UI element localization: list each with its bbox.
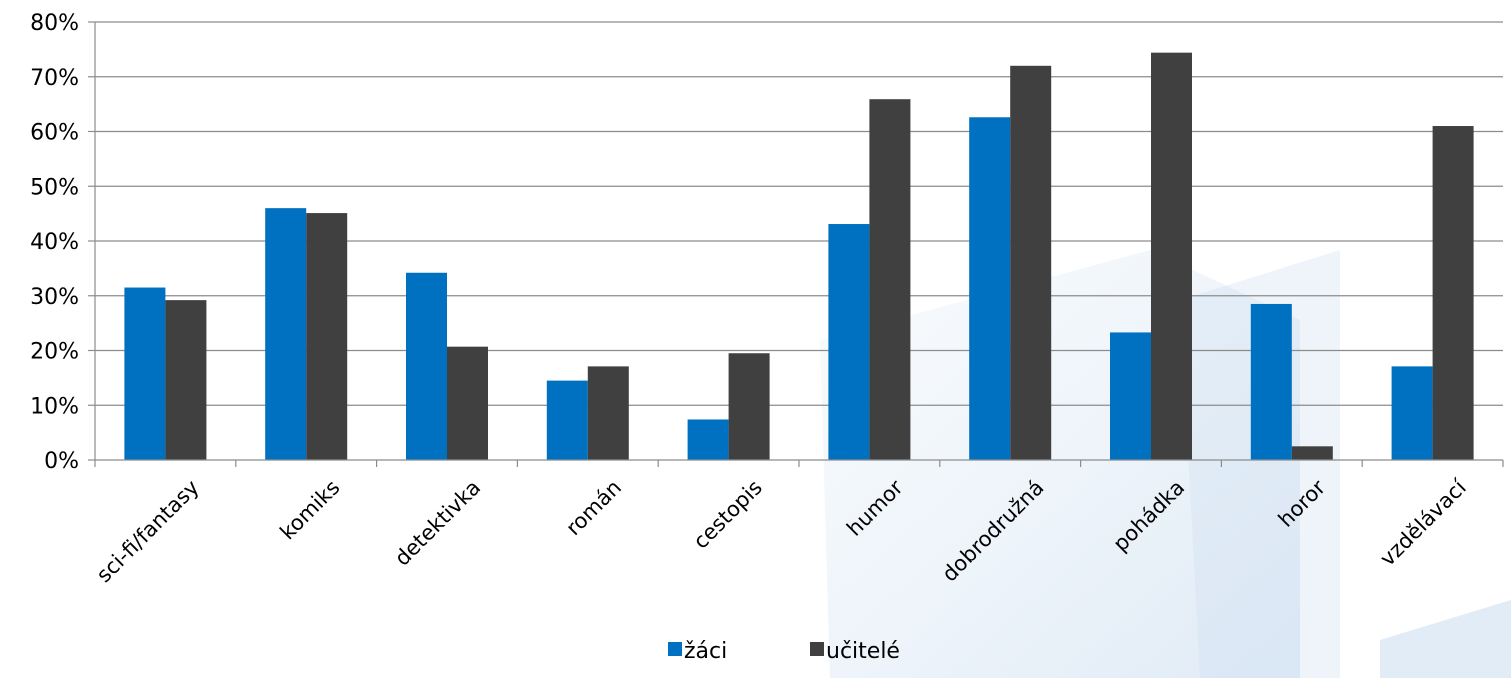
y-tick-label: 40% bbox=[30, 230, 79, 255]
legend-label: žáci bbox=[684, 639, 727, 664]
bar-zaci bbox=[124, 287, 166, 460]
bar-ucitele bbox=[728, 353, 770, 460]
legend-label: učitelé bbox=[826, 639, 900, 664]
x-category-label: sci-fi/fantasy bbox=[92, 475, 204, 587]
bar-ucitele bbox=[1010, 65, 1052, 461]
bar-zaci bbox=[265, 208, 307, 460]
y-tick-label: 70% bbox=[30, 66, 79, 91]
x-category-label: komiks bbox=[275, 475, 344, 544]
axes bbox=[88, 21, 1504, 467]
y-tick-label: 10% bbox=[30, 394, 79, 419]
x-category-label: detektivka bbox=[390, 475, 485, 570]
bar-zaci bbox=[687, 419, 729, 460]
y-tick-label: 60% bbox=[30, 121, 79, 146]
bar-zaci bbox=[1391, 366, 1433, 460]
bar-zaci bbox=[406, 272, 447, 460]
x-category-label: román bbox=[561, 475, 626, 540]
bar-zaci bbox=[1110, 332, 1151, 460]
x-category-label: cestopis bbox=[689, 475, 767, 553]
x-category-label: vzdělávací bbox=[1375, 475, 1471, 571]
bar-ucitele bbox=[1432, 126, 1474, 461]
legend: žáci učitelé bbox=[668, 639, 900, 664]
bar-ucitele bbox=[306, 213, 348, 460]
bar-ucitele bbox=[165, 300, 207, 460]
legend-swatch bbox=[668, 642, 682, 656]
bar-ucitele bbox=[587, 366, 629, 460]
y-tick-label: 50% bbox=[30, 175, 79, 200]
y-tick-label: 0% bbox=[44, 449, 79, 474]
legend-swatch bbox=[810, 642, 824, 656]
bars bbox=[124, 52, 1474, 461]
bar-ucitele bbox=[1151, 52, 1192, 460]
bar-zaci bbox=[828, 224, 870, 460]
bar-zaci bbox=[546, 380, 588, 460]
bar-ucitele bbox=[869, 99, 911, 460]
y-tick-label: 20% bbox=[30, 340, 79, 365]
y-tick-label: 30% bbox=[30, 285, 79, 310]
bar-ucitele bbox=[1291, 446, 1333, 460]
bar-ucitele bbox=[447, 346, 488, 460]
bar-zaci bbox=[969, 117, 1011, 460]
y-tick-label: 80% bbox=[30, 11, 79, 36]
bar-zaci bbox=[1250, 303, 1292, 460]
